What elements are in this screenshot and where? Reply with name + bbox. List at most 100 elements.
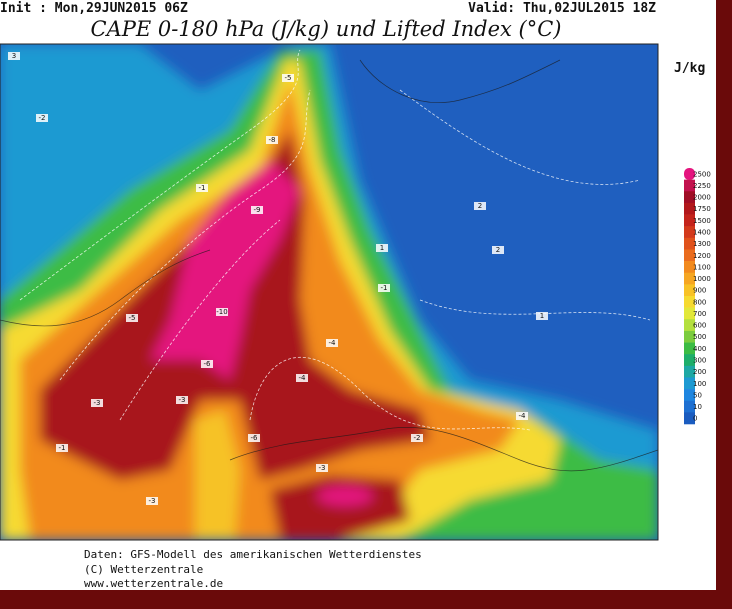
map-label-box <box>516 412 528 420</box>
map-label: -1 <box>199 184 206 192</box>
colorbar-label: 300 <box>693 357 706 365</box>
map-title: CAPE 0-180 hPa (J/kg) und Lifted Index (… <box>91 17 562 41</box>
colorbar-label: 1750 <box>693 205 711 213</box>
map-label: 1 <box>380 244 384 252</box>
map-label: -8 <box>269 136 276 144</box>
map-label: -5 <box>129 314 136 322</box>
map-label-box <box>248 434 260 442</box>
contour <box>59 89 311 381</box>
map-label: -9 <box>254 206 261 214</box>
colorbar-label: 200 <box>693 368 706 376</box>
colorbar-segment <box>684 330 695 343</box>
colorbar-segment <box>684 354 695 367</box>
frame-bottom <box>0 590 732 609</box>
colorbar-label: 2250 <box>693 182 711 190</box>
map-label: -3 <box>179 396 186 404</box>
map-label-box <box>251 206 263 214</box>
field-yellow-south <box>195 410 240 540</box>
map-frame <box>0 43 659 541</box>
map-label: -3 <box>149 497 156 505</box>
colorbar-label: 0 <box>693 415 697 423</box>
field-magenta <box>150 160 300 380</box>
colorbar-label: 2000 <box>693 194 711 202</box>
map-label-box <box>216 308 228 316</box>
map-label-box <box>56 444 68 452</box>
colorbar-segment <box>684 261 695 274</box>
footer-source: Daten: GFS-Modell des amerikanischen Wet… <box>84 548 422 561</box>
map-label: -1 <box>59 444 66 452</box>
contour <box>249 357 531 431</box>
map-label-box <box>492 246 504 254</box>
colorbar-label: 700 <box>693 310 706 318</box>
contour <box>19 49 301 301</box>
map-label-box <box>146 497 158 505</box>
colorbar-label: 500 <box>693 333 706 341</box>
map-label: -4 <box>329 339 337 347</box>
map-label-box <box>411 434 423 442</box>
map-label-box <box>296 374 308 382</box>
map: 3 -2 -1 -3 -5 -8 -6 -10 -9 -4 -6 -3 -1 1 2 2 1 -4 -3 -1 -2 -5… <box>0 44 658 540</box>
field-magenta-south <box>317 486 373 506</box>
colorbar-label: 50 <box>693 391 702 399</box>
map-label: -3 <box>319 464 326 472</box>
colorbar-segment <box>684 214 695 227</box>
colorbar-label: 100 <box>693 380 706 388</box>
colorbar-segment <box>684 226 695 239</box>
map-label-box <box>266 136 278 144</box>
colorbar-segment <box>684 389 695 402</box>
map-label-box <box>474 202 486 210</box>
colorbar-label: 900 <box>693 287 706 295</box>
colorbar-segment <box>684 377 695 390</box>
map-label: -6 <box>251 434 259 442</box>
colorbar-segment <box>684 168 695 180</box>
field-red-south <box>270 475 410 540</box>
map-label: -6 <box>204 360 212 368</box>
colorbar-label: 800 <box>693 298 706 306</box>
map-label: -2 <box>414 434 421 442</box>
colorbar-segment <box>684 412 695 425</box>
map-label: -10 <box>216 308 227 316</box>
colorbar-label: 1100 <box>693 263 711 271</box>
colorbar-segment <box>684 249 695 262</box>
map-label-box <box>91 399 103 407</box>
map-label: 2 <box>478 202 482 210</box>
colorbar-label: 1200 <box>693 252 711 260</box>
colorbar-segment <box>684 296 695 308</box>
coastline <box>0 249 211 327</box>
map-label-box <box>126 314 138 322</box>
map-label: -3 <box>94 399 101 407</box>
legend-unit: J/kg <box>674 61 705 76</box>
colorbar-label: 600 <box>693 322 706 330</box>
footer-copyright: (C) Wetterzentrale <box>84 563 203 576</box>
frame-right <box>716 0 732 609</box>
map-label-box <box>201 360 213 368</box>
map-label-box <box>316 464 328 472</box>
map-label: -4 <box>519 412 527 420</box>
map-label-box <box>536 312 548 320</box>
map-label-box <box>326 339 338 347</box>
colorbar-label: 1000 <box>693 275 711 283</box>
colorbar-label: 10 <box>693 403 702 411</box>
colorbar-segment <box>684 237 695 250</box>
map-label: -4 <box>299 374 307 382</box>
map-label-box <box>282 74 294 82</box>
map-label-box <box>196 184 208 192</box>
colorbar-segment <box>684 307 695 320</box>
colorbar-label: 1300 <box>693 240 711 248</box>
map-label: 2 <box>496 246 500 254</box>
map-label: -1 <box>381 284 388 292</box>
footer-url: www.wetterzentrale.de <box>84 577 223 590</box>
border <box>229 427 658 472</box>
colorbar-segment <box>684 319 695 332</box>
colorbar-label: 2500 <box>693 170 711 178</box>
contour <box>399 89 641 185</box>
contour <box>119 219 281 421</box>
colorbar-segment <box>684 179 695 192</box>
map-label: -2 <box>39 114 46 122</box>
colorbar-segment <box>684 272 695 285</box>
init-time: Init : Mon,29JUN2015 06Z <box>0 1 188 16</box>
colorbar-segment <box>684 365 695 378</box>
map-label-box <box>176 396 188 404</box>
